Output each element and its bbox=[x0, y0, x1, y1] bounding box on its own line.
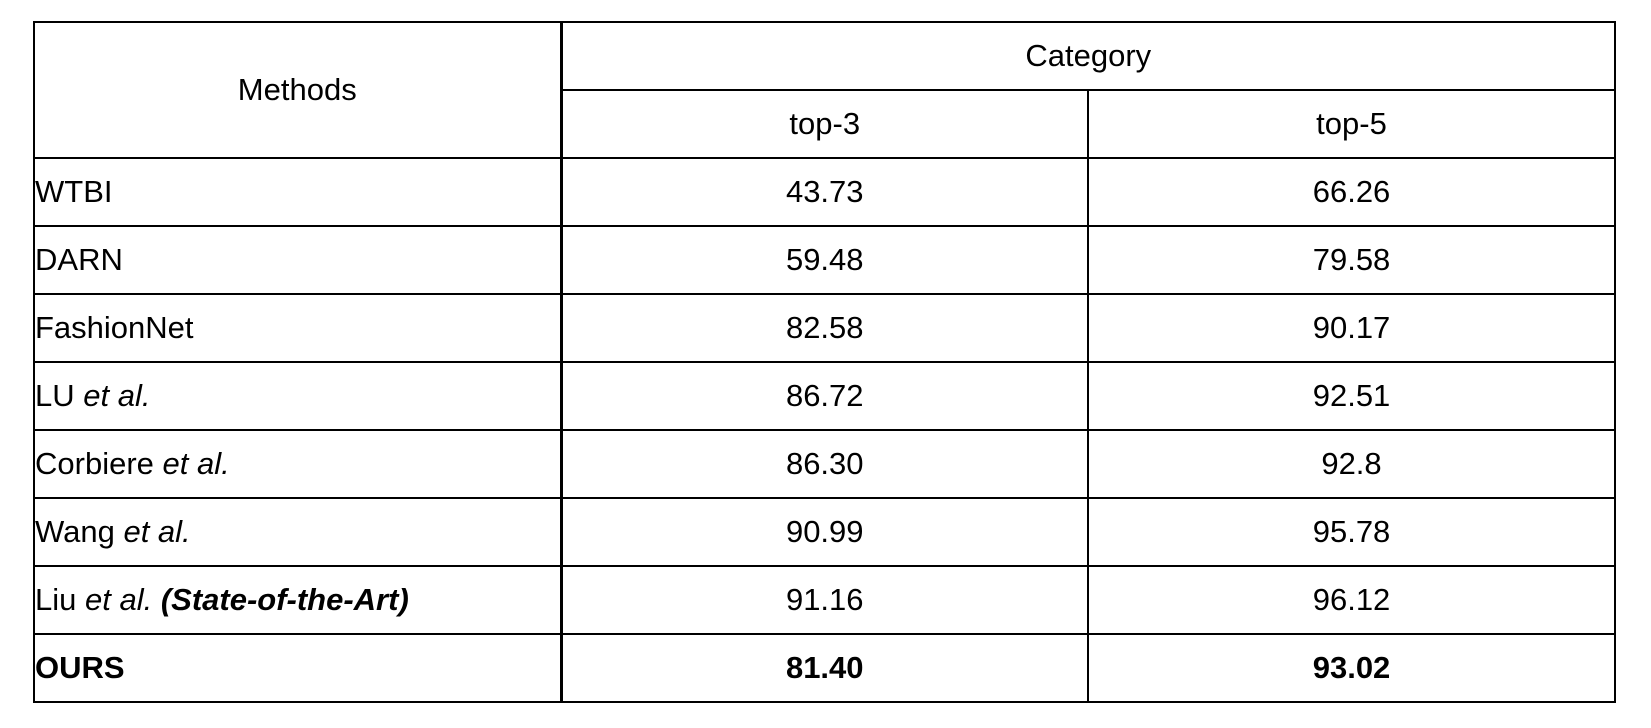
table-row: Liu et al. (State-of-the-Art) 91.16 96.1… bbox=[33, 565, 1617, 635]
top5-value: 96.12 bbox=[1086, 565, 1617, 635]
results-table: Methods Category top-3 top-5 WTBI 43.73 … bbox=[33, 21, 1617, 703]
top5-header: top-5 bbox=[1086, 89, 1617, 159]
method-cell: DARN bbox=[33, 225, 563, 295]
method-suffix: et al. bbox=[123, 514, 191, 549]
method-note: (State-of-the-Art) bbox=[152, 582, 409, 617]
method-name: Corbiere bbox=[35, 446, 163, 481]
method-cell: Corbiere et al. bbox=[33, 429, 563, 499]
top3-value: 59.48 bbox=[560, 225, 1089, 295]
table-row: DARN 59.48 79.58 bbox=[33, 225, 1617, 295]
method-cell: Wang et al. bbox=[33, 497, 563, 567]
ours-top3-value: 81.40 bbox=[560, 633, 1089, 703]
method-cell: WTBI bbox=[33, 157, 563, 227]
subheader-row: top-3 top-5 bbox=[34, 89, 1617, 159]
table-row: LU et al. 86.72 92.51 bbox=[33, 361, 1617, 431]
top3-value: 90.99 bbox=[560, 497, 1089, 567]
top3-value: 86.30 bbox=[560, 429, 1089, 499]
ours-row: OURS 81.40 93.02 bbox=[33, 633, 1617, 703]
top5-value: 95.78 bbox=[1086, 497, 1617, 567]
top5-value: 92.8 bbox=[1086, 429, 1617, 499]
method-name: FashionNet bbox=[35, 310, 194, 345]
category-header: Category bbox=[559, 21, 1617, 91]
methods-header: Methods bbox=[33, 21, 563, 159]
method-name: LU bbox=[35, 378, 84, 413]
header-row: Methods Category bbox=[33, 21, 1617, 159]
method-suffix: et al. bbox=[162, 446, 230, 481]
method-cell: LU et al. bbox=[33, 361, 563, 431]
top3-value: 82.58 bbox=[560, 293, 1089, 363]
method-name: Liu bbox=[35, 582, 85, 617]
top3-value: 43.73 bbox=[560, 157, 1089, 227]
top3-value: 91.16 bbox=[560, 565, 1089, 635]
table-row: Corbiere et al. 86.30 92.8 bbox=[33, 429, 1617, 499]
method-name: WTBI bbox=[35, 174, 113, 209]
ours-top5-value: 93.02 bbox=[1086, 633, 1617, 703]
method-suffix: et al. bbox=[84, 582, 153, 617]
ours-method-cell: OURS bbox=[33, 633, 563, 703]
method-cell: Liu et al. (State-of-the-Art) bbox=[33, 565, 563, 635]
top3-value: 86.72 bbox=[560, 361, 1089, 431]
top5-value: 66.26 bbox=[1086, 157, 1617, 227]
method-name: Wang bbox=[35, 514, 124, 549]
table-row: WTBI 43.73 66.26 bbox=[33, 157, 1617, 227]
top5-value: 79.58 bbox=[1086, 225, 1617, 295]
top5-value: 90.17 bbox=[1086, 293, 1617, 363]
top3-header: top-3 bbox=[560, 89, 1089, 159]
top5-value: 92.51 bbox=[1086, 361, 1617, 431]
table-row: FashionNet 82.58 90.17 bbox=[33, 293, 1617, 363]
method-cell: FashionNet bbox=[33, 293, 563, 363]
method-name: DARN bbox=[35, 242, 123, 277]
method-suffix: et al. bbox=[83, 378, 151, 413]
table-row: Wang et al. 90.99 95.78 bbox=[33, 497, 1617, 567]
